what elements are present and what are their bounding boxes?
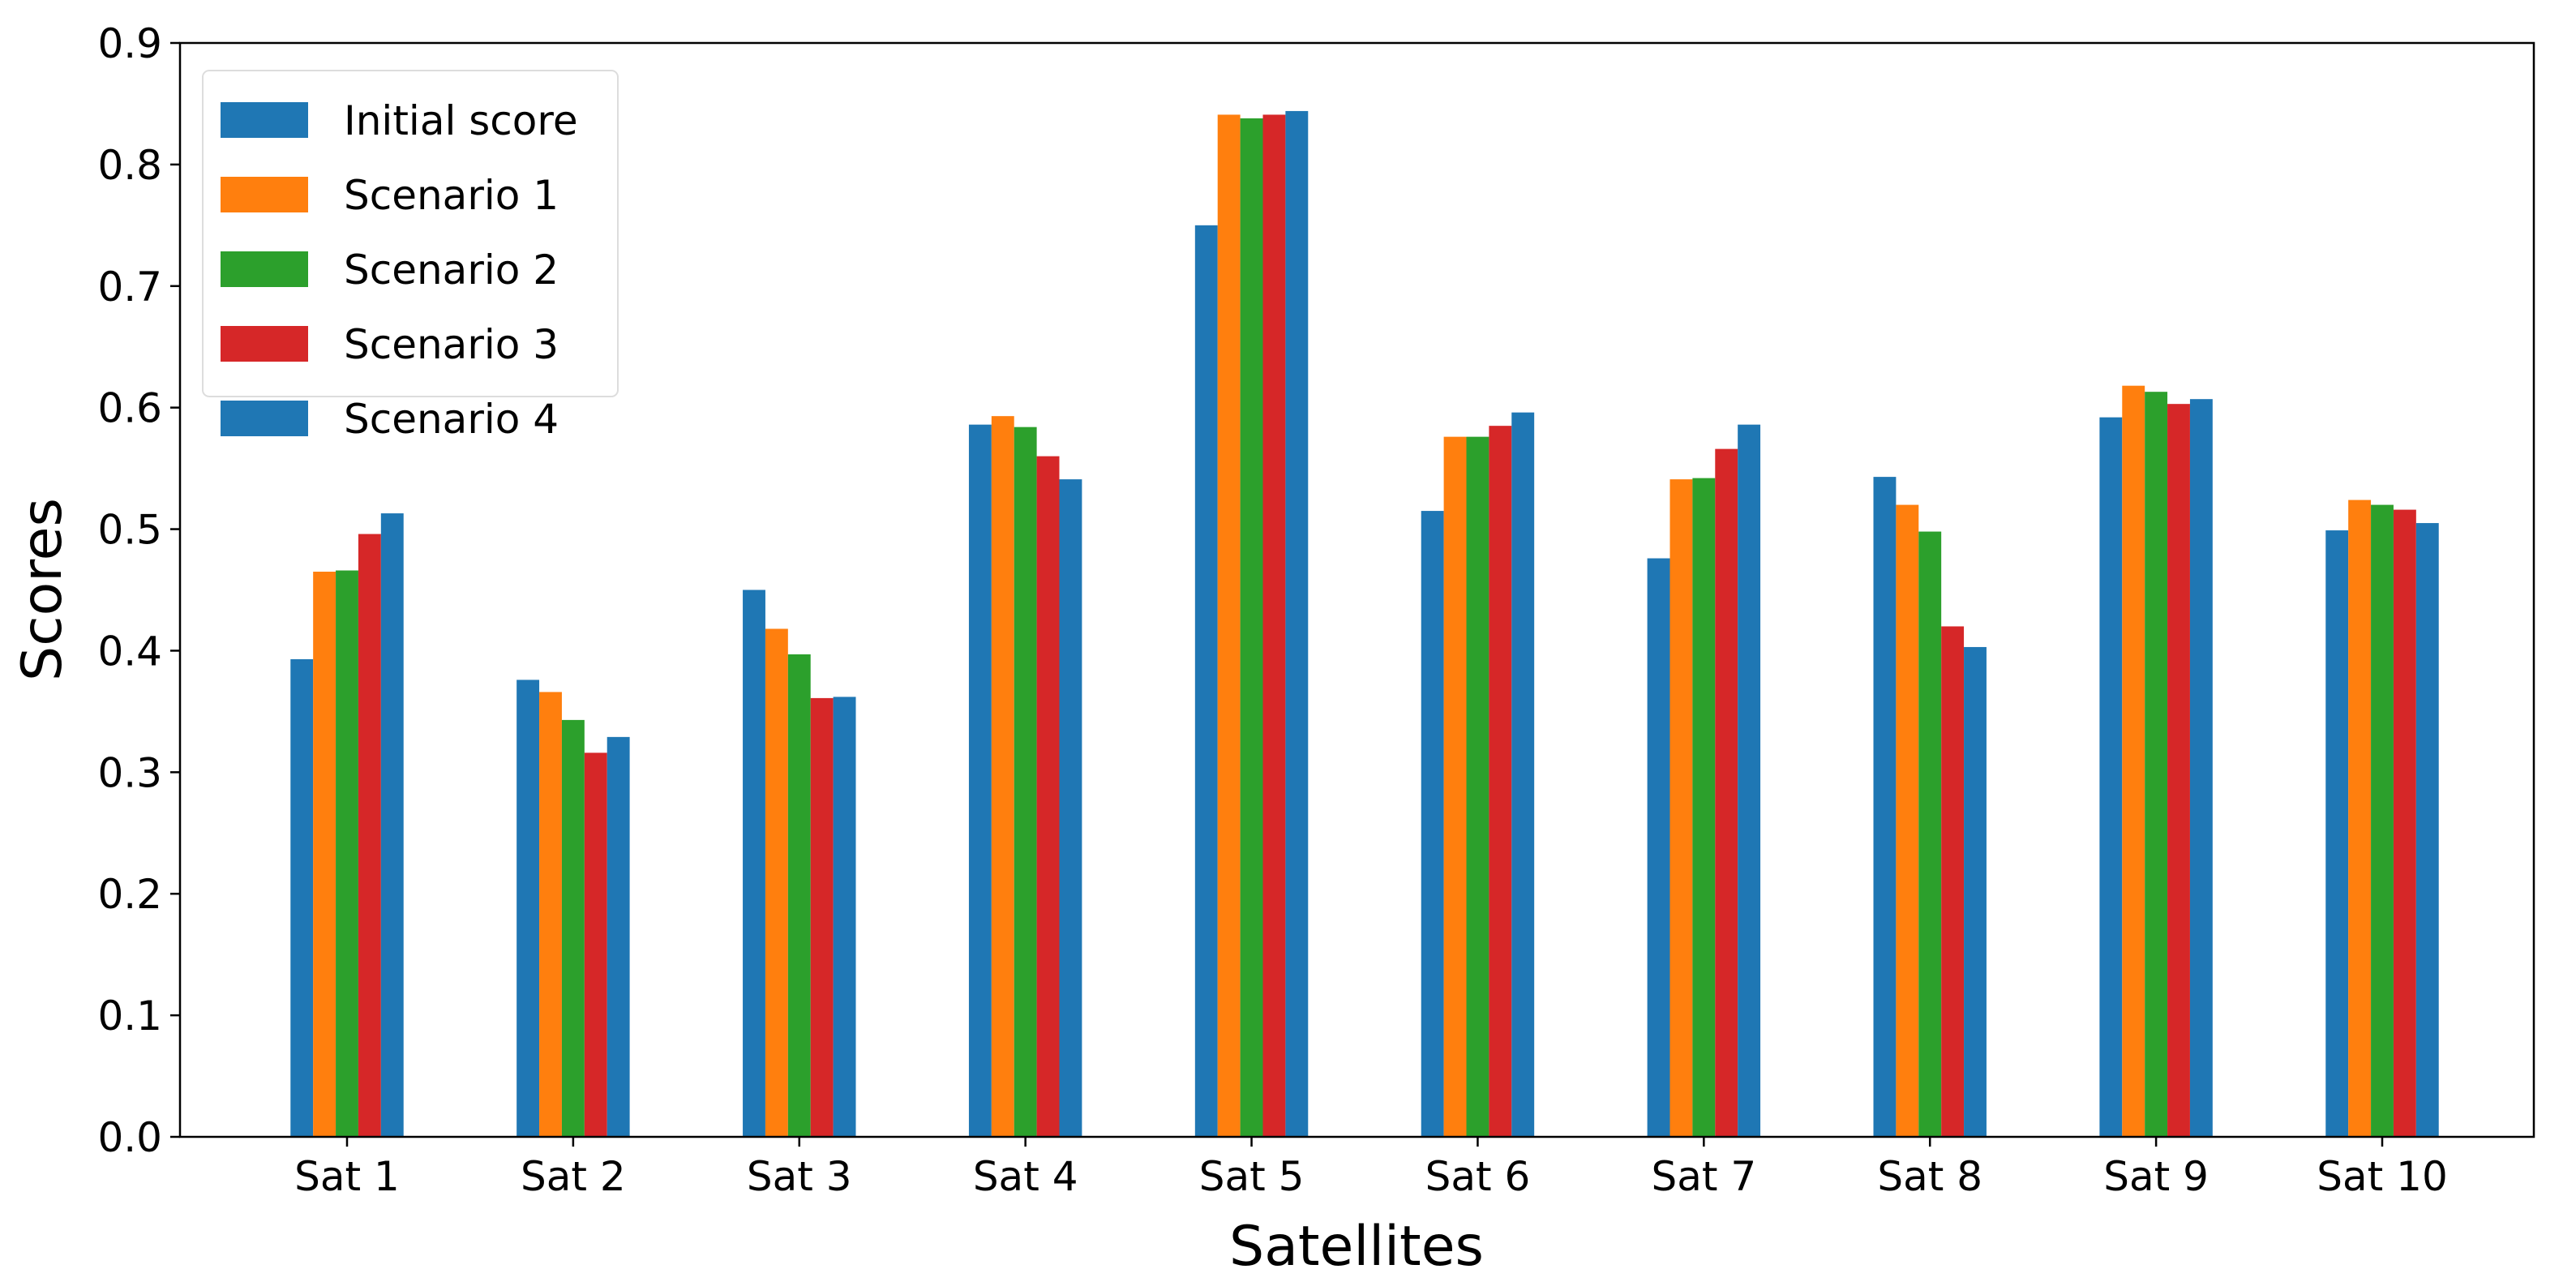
bar-sat-9-series-2 (2145, 392, 2168, 1137)
bar-sat-2-series-0 (516, 680, 540, 1137)
legend-swatch (221, 401, 308, 436)
x-tick-label: Sat 1 (294, 1153, 400, 1200)
x-tick-label: Sat 10 (2317, 1153, 2448, 1200)
x-axis-label: Satellites (1229, 1215, 1484, 1279)
x-tick-label: Sat 6 (1425, 1153, 1531, 1200)
bar-sat-3-series-1 (765, 628, 788, 1137)
plot-frame (178, 41, 2535, 1138)
bar-sat-5-series-3 (1262, 114, 1286, 1137)
bar-sat-8-series-4 (1964, 646, 1987, 1137)
legend-label: Scenario 3 (344, 321, 559, 368)
bar-sat-9-series-4 (2189, 399, 2213, 1137)
y-tick-label: 0.9 (97, 20, 162, 67)
x-tick-label: Sat 8 (1877, 1153, 1982, 1200)
bar-sat-4-series-1 (991, 416, 1014, 1137)
bar-sat-7-series-4 (1738, 424, 1761, 1137)
bar-sat-6-series-4 (1511, 412, 1535, 1137)
bar-sat-7-series-0 (1647, 558, 1670, 1137)
legend-box (202, 70, 619, 397)
bar-sat-6-series-0 (1421, 511, 1444, 1137)
legend-label: Scenario 1 (344, 172, 559, 219)
y-tick-label: 0.7 (97, 264, 162, 311)
y-tick-label: 0.6 (97, 385, 162, 432)
bar-sat-4-series-0 (968, 424, 992, 1137)
bar-sat-1-series-0 (290, 658, 314, 1137)
legend-swatch (221, 102, 308, 138)
bar-sat-4-series-2 (1014, 427, 1037, 1137)
bar-sat-9-series-3 (2167, 404, 2190, 1137)
bar-sat-7-series-3 (1715, 448, 1738, 1137)
bar-sat-6-series-3 (1489, 426, 1512, 1137)
bar-sat-9-series-0 (2099, 417, 2123, 1137)
legend-label: Initial score (344, 97, 578, 144)
bar-sat-3-series-2 (787, 654, 811, 1137)
legend-swatch (221, 251, 308, 287)
y-tick-label: 0.8 (97, 142, 162, 189)
bar-sat-1-series-3 (358, 534, 381, 1137)
bar-sat-5-series-0 (1194, 225, 1218, 1137)
legend: Initial score Scenario 1 Scenario 2 Scenari… (202, 70, 619, 443)
bar-sat-1-series-1 (313, 572, 336, 1137)
bar-sat-2-series-1 (539, 692, 562, 1137)
bar-sat-10-series-4 (2415, 523, 2439, 1137)
x-tick-label: Sat 2 (521, 1153, 626, 1200)
bar-sat-6-series-1 (1443, 436, 1467, 1137)
bar-sat-10-series-3 (2393, 509, 2416, 1137)
bar-sat-2-series-3 (584, 752, 607, 1137)
y-tick-label: 0.1 (97, 993, 162, 1040)
y-tick-label: 0.5 (97, 507, 162, 554)
bar-sat-10-series-1 (2348, 500, 2372, 1137)
legend-label: Scenario 2 (344, 247, 559, 294)
bar-sat-9-series-1 (2122, 385, 2145, 1138)
bar-sat-7-series-1 (1669, 479, 1693, 1137)
bar-sat-2-series-2 (561, 719, 585, 1137)
y-axis-label: Scores (11, 498, 75, 681)
bar-sat-3-series-3 (810, 697, 834, 1137)
x-tick-label: Sat 9 (2103, 1153, 2209, 1200)
bar-sat-5-series-1 (1217, 114, 1241, 1137)
y-tick-label: 0.3 (97, 749, 162, 796)
bar-sat-5-series-4 (1285, 110, 1309, 1138)
y-tick-label: 0.2 (97, 871, 162, 918)
bar-sat-3-series-4 (833, 697, 856, 1137)
legend-label: Scenario 4 (344, 396, 559, 443)
bar-sat-7-series-2 (1692, 478, 1716, 1137)
legend-swatch (221, 326, 308, 362)
bar-sat-4-series-4 (1059, 479, 1082, 1137)
x-tick-label: Sat 4 (973, 1153, 1078, 1200)
bar-sat-5-series-2 (1240, 118, 1263, 1137)
bar-sat-8-series-3 (1941, 626, 1965, 1137)
bar-sat-10-series-2 (2371, 504, 2394, 1137)
bar-sat-8-series-0 (1873, 477, 1897, 1137)
x-tick-label: Sat 3 (747, 1153, 852, 1200)
bars-layer (290, 110, 2439, 1138)
bar-sat-10-series-0 (2325, 530, 2349, 1137)
x-tick-label: Sat 7 (1651, 1153, 1756, 1200)
y-tick-label: 0.4 (97, 628, 162, 675)
bar-sat-1-series-4 (380, 513, 404, 1137)
x-axis: Sat 1 Sat 2 Sat 3 Sat 4 Sat 5 Sat 6 Sat 7 Sat 8… (294, 1137, 2448, 1200)
bar-sat-8-series-2 (1918, 531, 1942, 1137)
bar-sat-3-series-0 (743, 590, 765, 1137)
y-tick-label: 0.0 (97, 1114, 162, 1161)
bar-sat-1-series-2 (336, 570, 358, 1137)
legend-swatch (221, 177, 308, 212)
bar-sat-8-series-1 (1896, 504, 1919, 1137)
y-axis: 0.0 0.1 0.2 0.3 0.4 0.5 0.6 0.7 0.8 0.9 (97, 20, 180, 1161)
x-tick-label: Sat 5 (1199, 1153, 1305, 1200)
bar-sat-6-series-2 (1466, 436, 1489, 1137)
bar-sat-2-series-4 (606, 736, 630, 1137)
bar-sat-4-series-3 (1036, 456, 1060, 1137)
